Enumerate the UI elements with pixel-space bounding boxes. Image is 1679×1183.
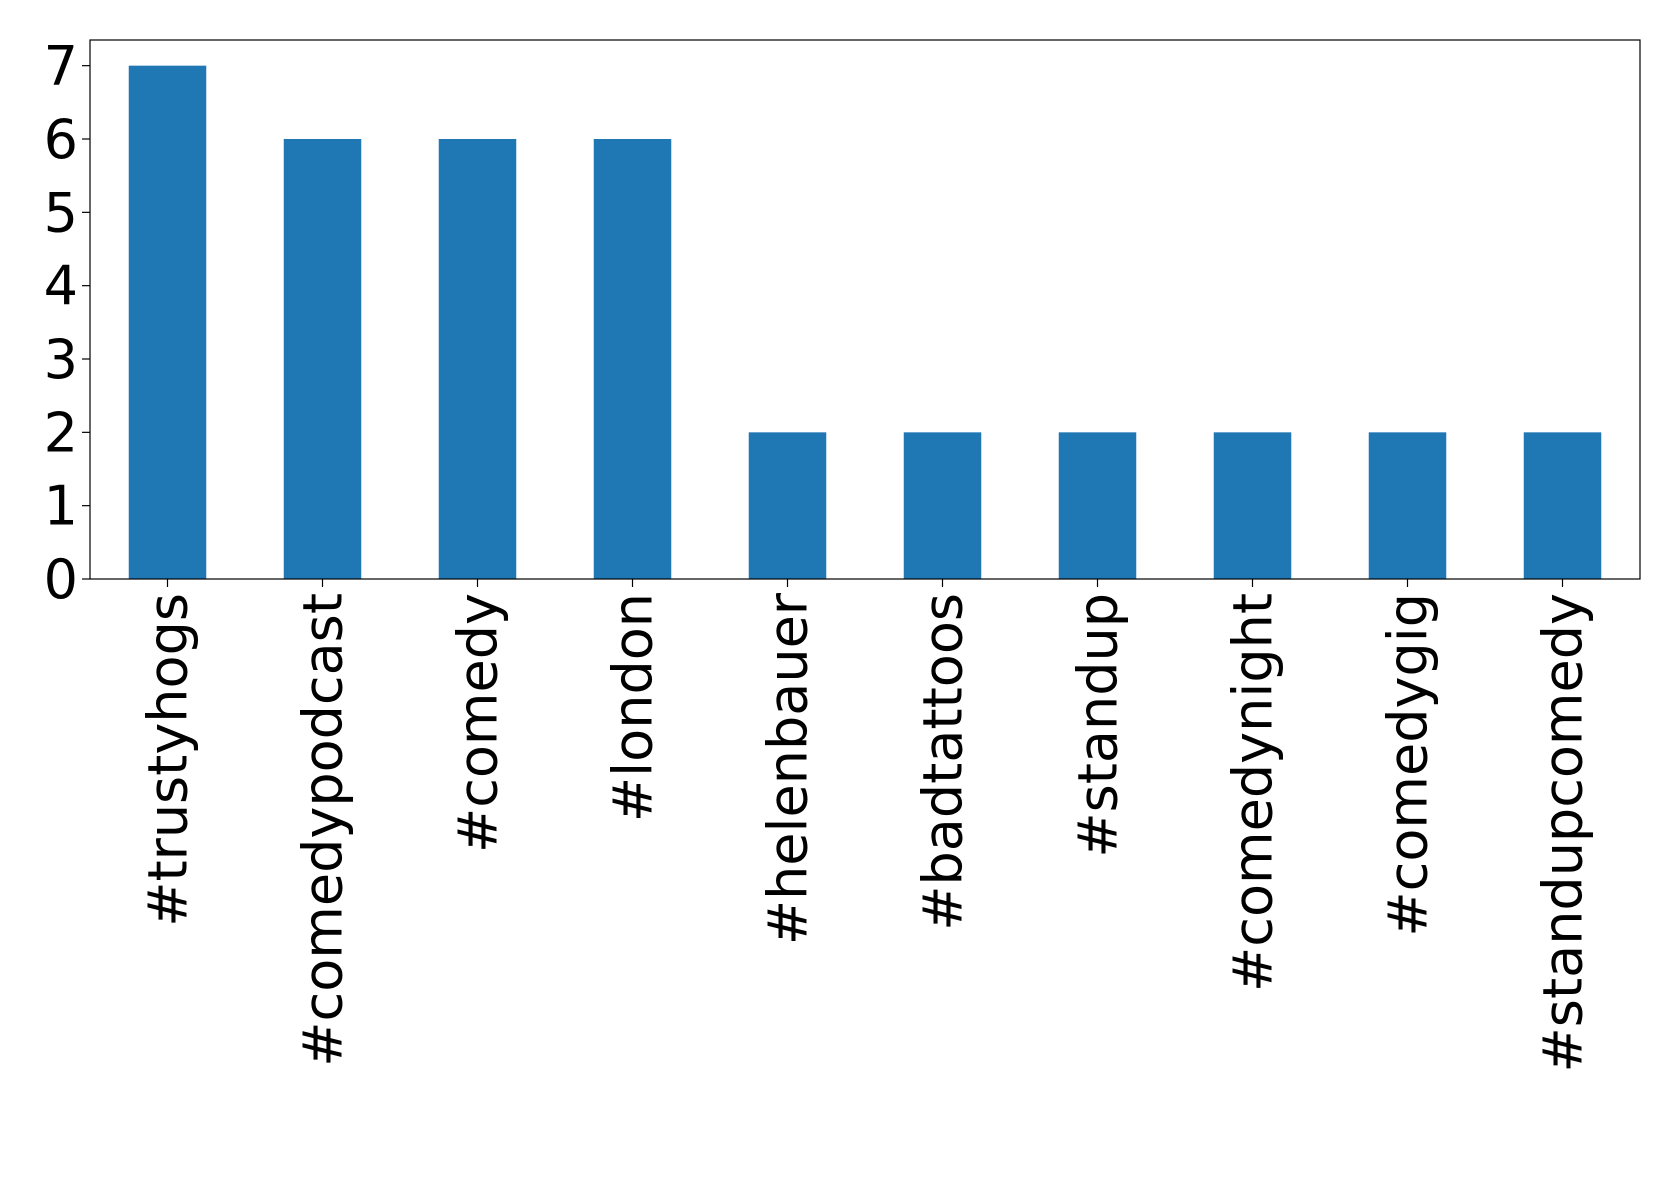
- y-tick-label: 0: [44, 548, 78, 611]
- bar: [748, 432, 827, 579]
- x-tick-label: #badtattoos: [912, 593, 975, 931]
- bar: [128, 65, 207, 579]
- x-tick-label: #standup: [1067, 593, 1130, 858]
- x-tick-label: #standupcomedy: [1532, 593, 1595, 1072]
- y-tick-label: 4: [44, 255, 78, 318]
- x-tick-label: #comedynight: [1222, 593, 1285, 992]
- bar: [283, 139, 362, 579]
- y-tick-label: 5: [44, 181, 78, 244]
- y-tick-label: 6: [44, 108, 78, 171]
- bar: [438, 139, 517, 579]
- bar: [903, 432, 982, 579]
- x-tick-label: #comedygig: [1377, 593, 1440, 937]
- bar: [1368, 432, 1447, 579]
- y-tick-label: 7: [44, 35, 78, 98]
- bar: [593, 139, 672, 579]
- bar: [1058, 432, 1137, 579]
- bar: [1213, 432, 1292, 579]
- x-tick-label: #helenbauer: [757, 592, 820, 945]
- y-tick-label: 1: [44, 475, 78, 538]
- plot-frame: [89, 39, 1641, 580]
- y-tick-label: 3: [44, 328, 78, 391]
- x-tick-label: #comedy: [447, 593, 510, 853]
- y-tick-label: 2: [44, 401, 78, 464]
- x-tick-label: #london: [602, 593, 665, 822]
- x-tick-label: #trustyhogs: [137, 593, 200, 927]
- bar: [1523, 432, 1602, 579]
- x-tick-label: #comedypodcast: [292, 593, 355, 1067]
